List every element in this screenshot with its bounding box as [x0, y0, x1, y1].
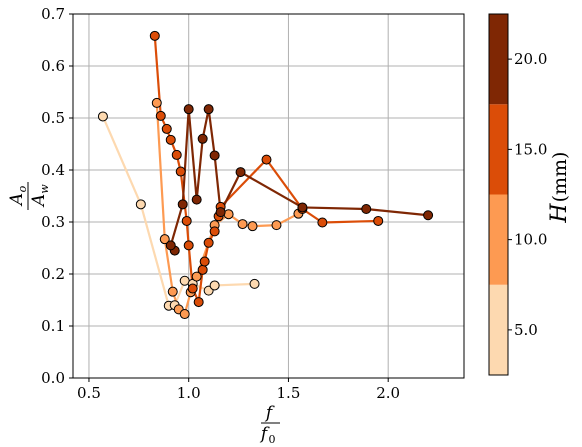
- x-tick-label: 0.5: [77, 384, 101, 402]
- data-point-series-2: [183, 240, 194, 251]
- colorbar-label-unit: (mm): [549, 152, 571, 203]
- x-tick-label: 1.5: [277, 384, 301, 402]
- y-tick-label: 0.1: [41, 317, 65, 335]
- data-point-series-3: [215, 207, 226, 218]
- y-label-numerator: A: [7, 193, 27, 207]
- data-point-series-1: [167, 286, 178, 297]
- data-point-series-1: [179, 309, 190, 320]
- y-label-numerator-subscript: o: [16, 185, 29, 192]
- data-point-series-3: [177, 199, 188, 210]
- y-tick-label: 0.7: [41, 5, 65, 23]
- colorbar-label: H (mm): [547, 152, 572, 224]
- y-label-denominator: A: [29, 194, 49, 208]
- data-point-series-3: [297, 202, 308, 213]
- data-point-series-1: [151, 97, 162, 108]
- data-point-series-1: [237, 219, 248, 230]
- data-point-series-3: [183, 104, 194, 115]
- data-point-series-2: [193, 297, 204, 308]
- data-point-series-0: [209, 280, 220, 291]
- x-label-denominator: f: [259, 424, 270, 444]
- data-point-series-1: [271, 220, 282, 231]
- colorbar-band-3: [489, 14, 508, 105]
- plot-frame: [72, 13, 465, 379]
- y-tick-label: 0.2: [41, 265, 65, 283]
- data-point-series-2: [175, 166, 186, 177]
- data-point-series-2: [161, 123, 172, 134]
- data-point-series-0: [135, 199, 146, 210]
- data-point-series-3: [197, 133, 208, 144]
- x-tick-labels: 0.5 1.0 1.5 2.0: [77, 378, 400, 402]
- y-label-denominator-subscript: w: [38, 184, 51, 194]
- data-point-series-2: [261, 154, 272, 165]
- colorbar-frame: [488, 13, 509, 376]
- data-point-series-2: [149, 30, 160, 41]
- y-tick-label: 0.6: [41, 57, 65, 75]
- colorbar-band-1: [489, 194, 508, 285]
- x-tick-label: 1.0: [177, 384, 201, 402]
- data-point-series-1: [191, 271, 202, 282]
- data-point-series-3: [165, 240, 176, 251]
- x-label-denominator-subscript: 0: [269, 433, 276, 446]
- data-point-series-2: [373, 215, 384, 226]
- colorbar-tick-label: 5.0: [514, 321, 538, 339]
- data-point-series-0: [249, 278, 260, 289]
- data-point-series-3: [191, 194, 202, 205]
- data-point-series-3: [361, 204, 372, 214]
- grid-lines: [73, 13, 464, 379]
- colorbar: [489, 14, 508, 375]
- x-label-numerator: f: [264, 403, 275, 423]
- colorbar-tick-label: 15.0: [514, 140, 547, 158]
- colorbar-band-2: [489, 104, 508, 195]
- y-tick-labels: 0.0 0.1 0.2 0.3 0.4 0.5 0.6 0.7: [41, 5, 73, 387]
- y-axis-label: A o A w: [7, 182, 51, 210]
- data-point-series-2: [165, 134, 176, 145]
- data-point-series-2: [199, 256, 210, 267]
- data-point-series-3: [423, 210, 434, 221]
- colorbar-ticks: 5.0 10.0 15.0 20.0: [508, 50, 547, 339]
- y-tick-label: 0.0: [41, 369, 65, 387]
- series-line-3: [169, 108, 429, 252]
- series-lines: [101, 35, 429, 316]
- series-points: [97, 30, 434, 320]
- colorbar-band-0: [489, 284, 508, 375]
- data-point-series-2: [155, 110, 166, 121]
- colorbar-label-variable: H: [547, 203, 572, 224]
- data-point-series-1: [247, 221, 258, 232]
- data-point-series-1: [159, 234, 170, 245]
- data-point-series-0: [97, 111, 108, 122]
- series-line-1: [155, 102, 299, 316]
- data-point-series-2: [203, 237, 214, 248]
- data-point-series-2: [171, 149, 182, 160]
- data-point-series-2: [197, 264, 208, 275]
- data-point-series-3: [209, 150, 220, 161]
- colorbar-tick-label: 10.0: [514, 231, 547, 249]
- y-tick-label: 0.5: [41, 109, 65, 127]
- data-point-series-2: [187, 283, 198, 294]
- data-point-series-3: [203, 104, 214, 115]
- x-tick-label: 2.0: [376, 384, 400, 402]
- data-point-series-2: [317, 217, 328, 228]
- data-point-series-2: [209, 226, 220, 237]
- x-axis-label: f f 0: [259, 403, 280, 446]
- y-tick-label: 0.3: [41, 213, 65, 231]
- y-tick-label: 0.4: [41, 161, 65, 179]
- data-point-series-3: [235, 167, 246, 178]
- colorbar-tick-label: 20.0: [514, 50, 547, 68]
- data-point-series-2: [181, 215, 192, 226]
